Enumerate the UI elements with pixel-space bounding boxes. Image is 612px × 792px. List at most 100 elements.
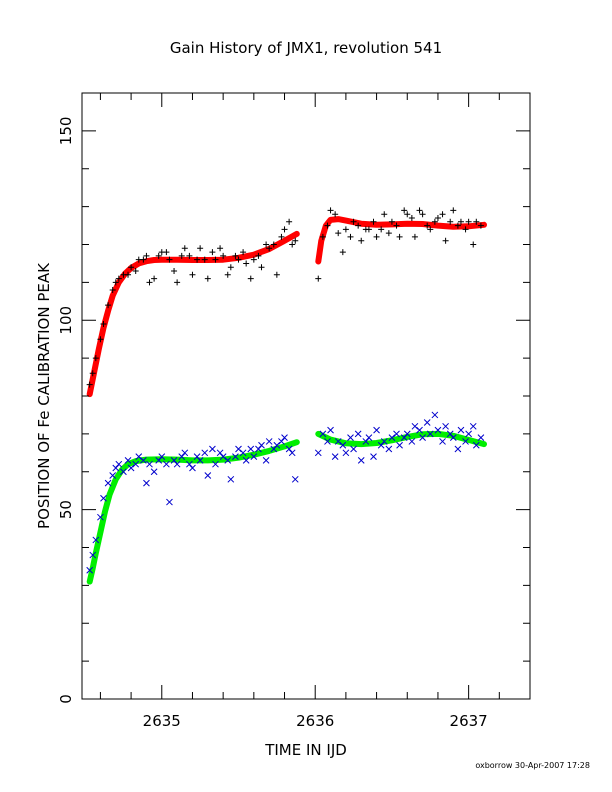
upper_points-point [408,214,415,221]
lower_points-point [120,468,127,476]
lower_points-point [255,445,262,453]
lower_points-point [127,464,135,472]
lower_points-point [291,475,299,483]
upper_points-point [404,211,411,218]
lower_points-point [143,479,150,487]
lower_points-point [109,472,117,479]
upper_points-point [388,218,395,225]
lower_points-point [258,441,265,449]
lower_points-point [178,453,186,460]
lower_points-point [204,472,212,479]
lower_points-point [411,422,419,430]
y-tick-label: 50 [57,500,75,519]
lower_points-point [239,449,247,457]
upper_points-point [439,211,446,218]
lower_points-point [92,536,100,544]
lower_points-point [362,438,370,445]
lower_points-point [132,460,140,468]
upper_points-point [378,226,385,233]
upper_points-point [220,252,227,259]
upper_points-point [255,252,262,259]
upper_points-point [105,302,112,309]
x-tick-label: 2636 [296,712,334,730]
lower_points-point [232,453,239,460]
lower_points-point [224,457,232,464]
lower_points-point [250,453,258,460]
lower_points-point [472,441,480,449]
upper_points-point [373,233,380,240]
upper_points-point [332,211,339,218]
upper_points-point [201,256,208,263]
upper_points-point [212,256,219,263]
lower_points-point [97,513,104,521]
y-tick-label: 0 [57,694,75,704]
lower_points-point [334,438,342,445]
upper_points-point [396,233,403,240]
lower_points-point [124,457,132,464]
axis-layer: 2635 2636 2637 0 50 100 150 [57,93,531,730]
upper_points-point [112,279,119,286]
upper_points-point [462,226,469,233]
lower_points-point [155,457,163,464]
upper_points-point [431,218,438,225]
lower_points-point [219,453,227,460]
lower_points-point [270,445,278,453]
lower_points-point [273,441,281,449]
upper_points-point [355,222,362,229]
lower_points-point [170,457,178,464]
upper_points-point [381,211,388,218]
upper_points-point [427,226,434,233]
lower_points-point [327,426,334,434]
lower_points-point [86,566,94,574]
upper_points-point [411,233,418,240]
chart-title: Gain History of JMX1, revolution 541 [170,39,442,57]
upper_points-point [350,218,357,225]
lower_points-point [370,453,377,460]
upper_points-point [278,233,285,240]
lower_points-point [462,438,469,445]
lower_points-point [354,430,362,438]
upper_points-point [209,249,216,256]
lower_points-point [469,422,477,430]
upper_points-point [258,264,265,271]
lower_points-point [216,449,224,457]
upper_points-point [442,237,449,244]
y-tick-label: 100 [57,306,75,335]
upper_points-point [289,241,296,248]
y-tick-label: 150 [57,117,75,146]
upper_points-point [419,211,426,218]
upper_points-point [434,214,441,221]
upper_points-point [273,271,280,278]
lower_points-point [365,434,373,442]
lower_points-point [314,449,322,457]
upper_points-point [424,222,431,229]
y-axis-label: POSITION OF Fe CALIBRATION PEAK [35,262,53,529]
lower_points-point [419,434,426,442]
upper_points-point [327,207,334,214]
lower_points-point [465,430,472,438]
upper_points-point [477,222,484,229]
lower_points-point [89,551,97,559]
lower_points-point [380,438,388,445]
upper_points-point [194,256,201,263]
lower_points-point [388,434,396,442]
lower_points-point [350,445,357,453]
lower_points-point [454,445,462,453]
upper_points-point [146,279,153,286]
lower_points-point [150,468,158,476]
upper_points-point [140,256,147,263]
lower_points-point [396,441,403,449]
upper_points-point [178,252,185,259]
upper_points-point [342,226,349,233]
lower_points-point [285,445,293,453]
lower_points-point [477,434,485,442]
lower_points-point [212,460,219,468]
upper_points-point [232,252,239,259]
upper_points-point [171,268,178,275]
upper_points-point [143,252,150,259]
lower_points-point [434,426,442,434]
upper_points-point [97,336,104,343]
upper_points-point [217,245,224,252]
upper_points-point [266,245,273,252]
